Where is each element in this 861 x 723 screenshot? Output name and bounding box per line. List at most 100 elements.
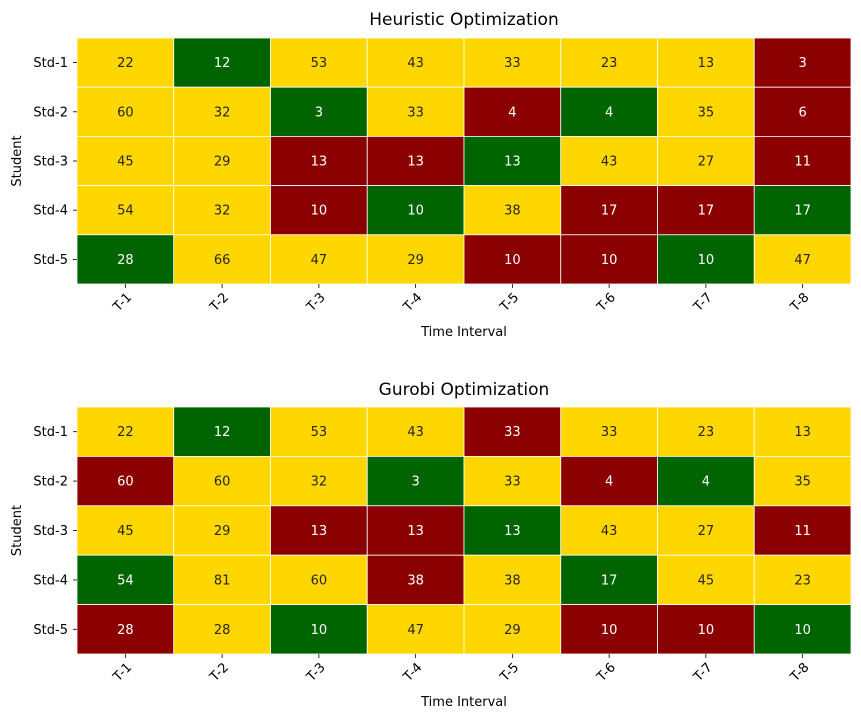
heatmap-cell bbox=[270, 604, 368, 655]
cell-value-label: 53 bbox=[311, 425, 328, 440]
cell-value-label: 43 bbox=[407, 56, 424, 71]
cell-value-label: 43 bbox=[601, 524, 618, 539]
x-tick-label: T-8 bbox=[787, 660, 812, 685]
cell-value-label: 32 bbox=[311, 475, 328, 490]
x-axis-label: Time Interval bbox=[420, 325, 507, 340]
cell-value-label: 11 bbox=[794, 155, 811, 170]
cell-value-label: 43 bbox=[601, 155, 618, 170]
cell-value-label: 60 bbox=[311, 573, 328, 588]
x-tick-label: T-1 bbox=[110, 290, 135, 315]
cell-value-label: 33 bbox=[504, 56, 521, 71]
heatmap-cell bbox=[463, 86, 562, 137]
cell-value-label: 10 bbox=[698, 253, 715, 268]
cell-value-label: 54 bbox=[117, 204, 134, 219]
heatmap-cell bbox=[463, 505, 562, 556]
x-tick-label: T-4 bbox=[400, 290, 425, 315]
heatmap-cell bbox=[560, 86, 658, 137]
cell-value-label: 28 bbox=[117, 253, 134, 268]
heatmap-cell bbox=[560, 554, 658, 606]
heatmap-cell bbox=[463, 185, 562, 236]
cell-value-label: 10 bbox=[601, 253, 618, 268]
cell-value-label: 32 bbox=[214, 204, 231, 219]
cell-value-label: 38 bbox=[407, 573, 424, 588]
heatmap-cell bbox=[270, 37, 368, 88]
cell-value-label: 28 bbox=[117, 623, 134, 638]
heatmap-cell bbox=[270, 406, 368, 457]
cell-value-label: 33 bbox=[601, 425, 618, 440]
x-tick-label: T-1 bbox=[110, 660, 135, 685]
heatmap-cell bbox=[366, 185, 465, 236]
heatmap-cell bbox=[560, 406, 658, 457]
heatmap-cell bbox=[76, 135, 175, 186]
heatmap-cell bbox=[173, 505, 271, 556]
heatmap-cell bbox=[366, 37, 465, 88]
cell-value-label: 29 bbox=[407, 253, 424, 268]
cell-value-label: 27 bbox=[698, 155, 715, 170]
x-tick-label: T-6 bbox=[594, 660, 619, 685]
heatmap-cell bbox=[366, 604, 465, 655]
cell-value-label: 4 bbox=[605, 105, 613, 120]
cell-value-label: 10 bbox=[407, 204, 424, 219]
heatmap-cell bbox=[173, 37, 271, 88]
heatmap-cell bbox=[366, 406, 465, 457]
cell-value-label: 10 bbox=[601, 623, 618, 638]
y-tick-label: Std-2 bbox=[33, 475, 68, 490]
cell-value-label: 3 bbox=[315, 105, 323, 120]
cell-value-label: 13 bbox=[407, 524, 424, 539]
cell-value-label: 10 bbox=[311, 204, 328, 219]
cell-value-label: 13 bbox=[407, 155, 424, 170]
heatmap-cell bbox=[657, 604, 755, 655]
cell-value-label: 47 bbox=[794, 253, 811, 268]
heatmap-cell bbox=[173, 455, 271, 507]
heatmap-cell bbox=[657, 505, 755, 556]
y-axis-label: Student bbox=[10, 505, 25, 556]
cell-value-label: 29 bbox=[214, 524, 231, 539]
cell-value-label: 10 bbox=[311, 623, 328, 638]
cell-value-label: 33 bbox=[504, 425, 521, 440]
heatmap-cell bbox=[560, 604, 658, 655]
heatmap-cell bbox=[753, 604, 852, 655]
x-tick-label: T-3 bbox=[303, 660, 328, 685]
cell-value-label: 54 bbox=[117, 573, 134, 588]
y-tick-label: Std-5 bbox=[33, 253, 68, 268]
y-tick-label: Std-3 bbox=[33, 524, 68, 539]
y-tick-label: Std-1 bbox=[33, 425, 68, 440]
heatmap-cell bbox=[270, 185, 368, 236]
cell-value-label: 3 bbox=[411, 475, 419, 490]
cell-value-label: 23 bbox=[698, 425, 715, 440]
x-tick-label: T-8 bbox=[787, 290, 812, 315]
cell-value-label: 35 bbox=[794, 475, 811, 490]
cell-value-label: 10 bbox=[504, 253, 521, 268]
cell-value-label: 47 bbox=[407, 623, 424, 638]
y-tick-label: Std-4 bbox=[33, 573, 68, 588]
cell-value-label: 60 bbox=[117, 105, 134, 120]
cell-value-label: 22 bbox=[117, 56, 134, 71]
y-tick-label: Std-5 bbox=[33, 623, 68, 638]
cell-value-label: 13 bbox=[311, 524, 328, 539]
cell-value-label: 81 bbox=[214, 573, 231, 588]
heatmap-cell bbox=[657, 406, 755, 457]
x-tick-label: T-7 bbox=[690, 660, 715, 685]
heatmap-cell bbox=[560, 37, 658, 88]
cell-value-label: 13 bbox=[311, 155, 328, 170]
heatmap-cell bbox=[753, 234, 852, 285]
heatmap-cell bbox=[753, 37, 852, 88]
cell-value-label: 4 bbox=[702, 475, 710, 490]
heatmap-cell bbox=[366, 455, 465, 507]
heatmap-cell bbox=[753, 554, 852, 606]
heatmap-cell bbox=[76, 554, 175, 606]
cell-value-label: 28 bbox=[214, 623, 231, 638]
y-tick-label: Std-3 bbox=[33, 155, 68, 170]
cell-value-label: 23 bbox=[601, 56, 618, 71]
heatmap-cell bbox=[366, 86, 465, 137]
cell-value-label: 45 bbox=[117, 524, 134, 539]
cell-value-label: 23 bbox=[794, 573, 811, 588]
cell-value-label: 13 bbox=[698, 56, 715, 71]
cell-value-label: 29 bbox=[504, 623, 521, 638]
heatmap-cell bbox=[270, 234, 368, 285]
heatmap-cell bbox=[753, 505, 852, 556]
